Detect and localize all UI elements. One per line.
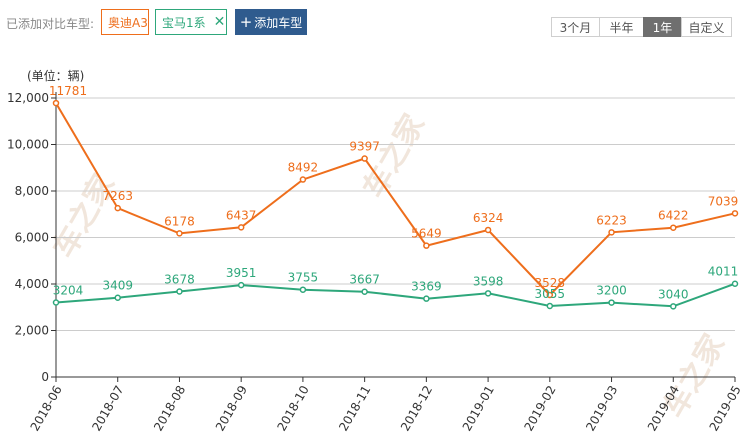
chip-label: 奥迪A3 [108,15,148,30]
x-tick-label: 2018-12 [398,383,435,433]
range-half-year[interactable]: 半年 [599,17,644,37]
series-audi-a3: 11781 7263 6178 6437 8492 9397 5649 6324 3528 622… [49,84,739,299]
data-label: 3528 [535,276,566,290]
x-tick-label: 2018-07 [89,383,126,433]
data-point [176,288,183,295]
x-tick-label: 2019-01 [460,383,497,433]
chip-audi-a3[interactable]: 奥迪A3 [101,9,149,35]
data-label: 3598 [473,274,504,288]
add-model-button[interactable]: + 添加车型 [235,9,307,35]
range-custom[interactable]: 自定义 [681,17,732,37]
x-tick-label: 2019-05 [707,383,744,433]
data-point [546,302,554,310]
x-tick-label: 2018-11 [336,383,373,433]
data-point [237,281,245,289]
data-point [237,224,245,231]
data-point [114,204,121,212]
data-point [484,226,492,234]
plus-icon: + [239,13,253,31]
data-label: 3755 [288,271,319,285]
x-tick-label: 2018-09 [213,383,250,433]
y-tick-label: 12,000 [7,91,49,105]
data-label: 6178 [164,214,195,228]
add-model-label: 添加车型 [254,15,303,30]
data-label: 3369 [411,280,442,294]
y-tick-label: 2,000 [15,324,49,338]
chip-bmw-1-series[interactable]: 宝马1系 ✕ [155,9,227,35]
data-point [484,290,492,297]
data-point [423,242,430,249]
data-point [114,294,121,301]
data-point [608,299,615,306]
data-point [731,210,739,217]
x-tick-label: 2019-04 [645,383,682,433]
data-label: 3200 [596,284,627,298]
y-tick-label: 4,000 [15,277,49,291]
data-label: 7039 [708,194,739,208]
data-point [731,280,739,287]
data-label: 8492 [288,161,319,175]
data-point [608,229,615,236]
data-point [670,303,677,310]
data-point [299,176,307,183]
data-label: 3678 [164,272,195,286]
y-tick-label: 8,000 [15,184,49,198]
data-label: 3055 [535,287,566,301]
data-label: 9397 [349,140,380,154]
data-label: 3204 [53,284,84,298]
data-point [670,224,677,231]
data-point [52,299,60,306]
data-point [361,155,368,162]
data-label: 11781 [49,84,87,98]
y-tick-label: 0 [41,370,49,384]
series-line [55,282,736,308]
data-label: 7263 [102,189,133,203]
toolbar: 已添加对比车型: 奥迪A3 宝马1系 ✕ + 添加车型 3个月 半年 1年 自定… [0,0,752,44]
range-1-year[interactable]: 1年 [643,17,682,37]
data-point [423,295,430,302]
x-axis-ticks: 2018-06 2018-07 2018-08 2018-09 2018-10 2018-… [28,377,744,434]
time-range-selector: 3个月 半年 1年 自定义 [551,17,732,37]
series-layer: 11781 7263 6178 6437 8492 9397 5649 6324 3528 622… [49,84,739,310]
series-bmw-1-series: 3204 3409 3678 3951 3755 3667 3369 3598 3055 3200… [52,265,739,310]
data-label: 6223 [596,213,627,227]
y-tick-label: 6,000 [15,231,49,245]
data-label: 3951 [226,266,257,280]
data-label: 3667 [349,273,380,287]
data-point [361,288,368,295]
chip-label: 宝马1系 [162,15,206,30]
x-tick-label: 2018-06 [28,383,65,433]
data-label: 4011 [708,265,739,279]
y-axis-unit-label: (单位：辆) [27,68,84,83]
data-label: 5649 [411,227,442,241]
grid-lines [55,92,735,378]
data-point [176,230,183,237]
data-label: 6422 [658,209,689,223]
x-tick-label: 2019-02 [521,383,558,433]
data-point [546,291,554,299]
y-tick-label: 10,000 [7,138,49,152]
data-label: 3409 [102,279,133,293]
data-label: 6324 [473,211,504,225]
x-tick-label: 2018-10 [275,383,312,433]
data-point [52,99,60,107]
x-tick-label: 2019-03 [583,383,620,433]
data-label: 6437 [226,208,257,222]
y-axis-ticks: 0 2,000 4,000 6,000 8,000 10,000 12,000 [7,91,56,384]
x-tick-label: 2018-08 [151,383,188,433]
data-point [299,286,307,293]
compare-label: 已添加对比车型: [6,17,95,31]
data-label: 3040 [658,287,689,301]
close-icon[interactable]: ✕ [213,14,226,30]
series-line [55,102,736,297]
